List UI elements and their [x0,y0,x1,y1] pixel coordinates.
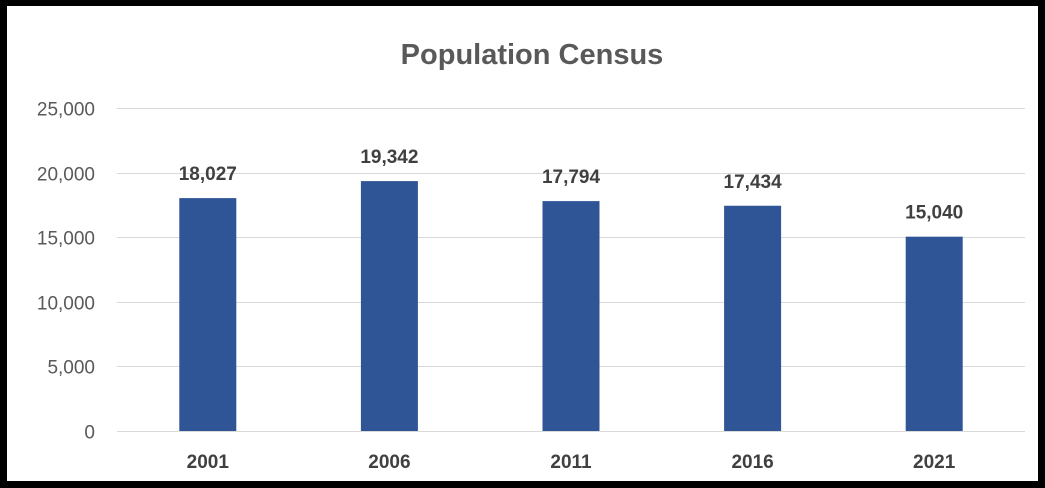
x-tick-label-2016: 2016 [731,452,773,473]
y-tick-label: 20,000 [37,165,95,186]
y-tick-label: 15,000 [37,229,95,250]
data-label-2021: 15,040 [905,203,963,224]
bar-2016 [724,205,782,431]
bar-2001 [179,198,237,431]
x-axis-tick-labels: 2001 2006 2011 2016 2021 [187,452,956,473]
y-tick-label: 0 [84,423,95,444]
data-label-2006: 19,342 [360,147,418,168]
x-tick-label-2011: 2011 [550,452,592,473]
data-label-2001: 18,027 [179,164,237,185]
x-tick-label-2021: 2021 [913,452,956,473]
y-tick-label: 5,000 [47,358,95,379]
bar-2011 [542,201,600,431]
y-axis-tick-labels: 0 5,000 10,000 15,000 20,000 25,000 [37,100,95,444]
bar-2021 [905,236,963,431]
x-tick-label-2006: 2006 [368,452,410,473]
gridlines [117,108,1025,432]
data-label-2016: 17,434 [724,172,783,193]
y-tick-label: 10,000 [37,294,95,315]
data-label-2011: 17,794 [542,167,601,188]
bar-2006 [360,181,418,431]
data-labels: 18,027 19,342 17,794 17,434 15,040 [179,147,964,224]
x-tick-label-2001: 2001 [187,452,230,473]
bars [179,181,963,431]
chart-title: Population Census [401,39,664,71]
y-tick-label: 25,000 [37,100,95,121]
